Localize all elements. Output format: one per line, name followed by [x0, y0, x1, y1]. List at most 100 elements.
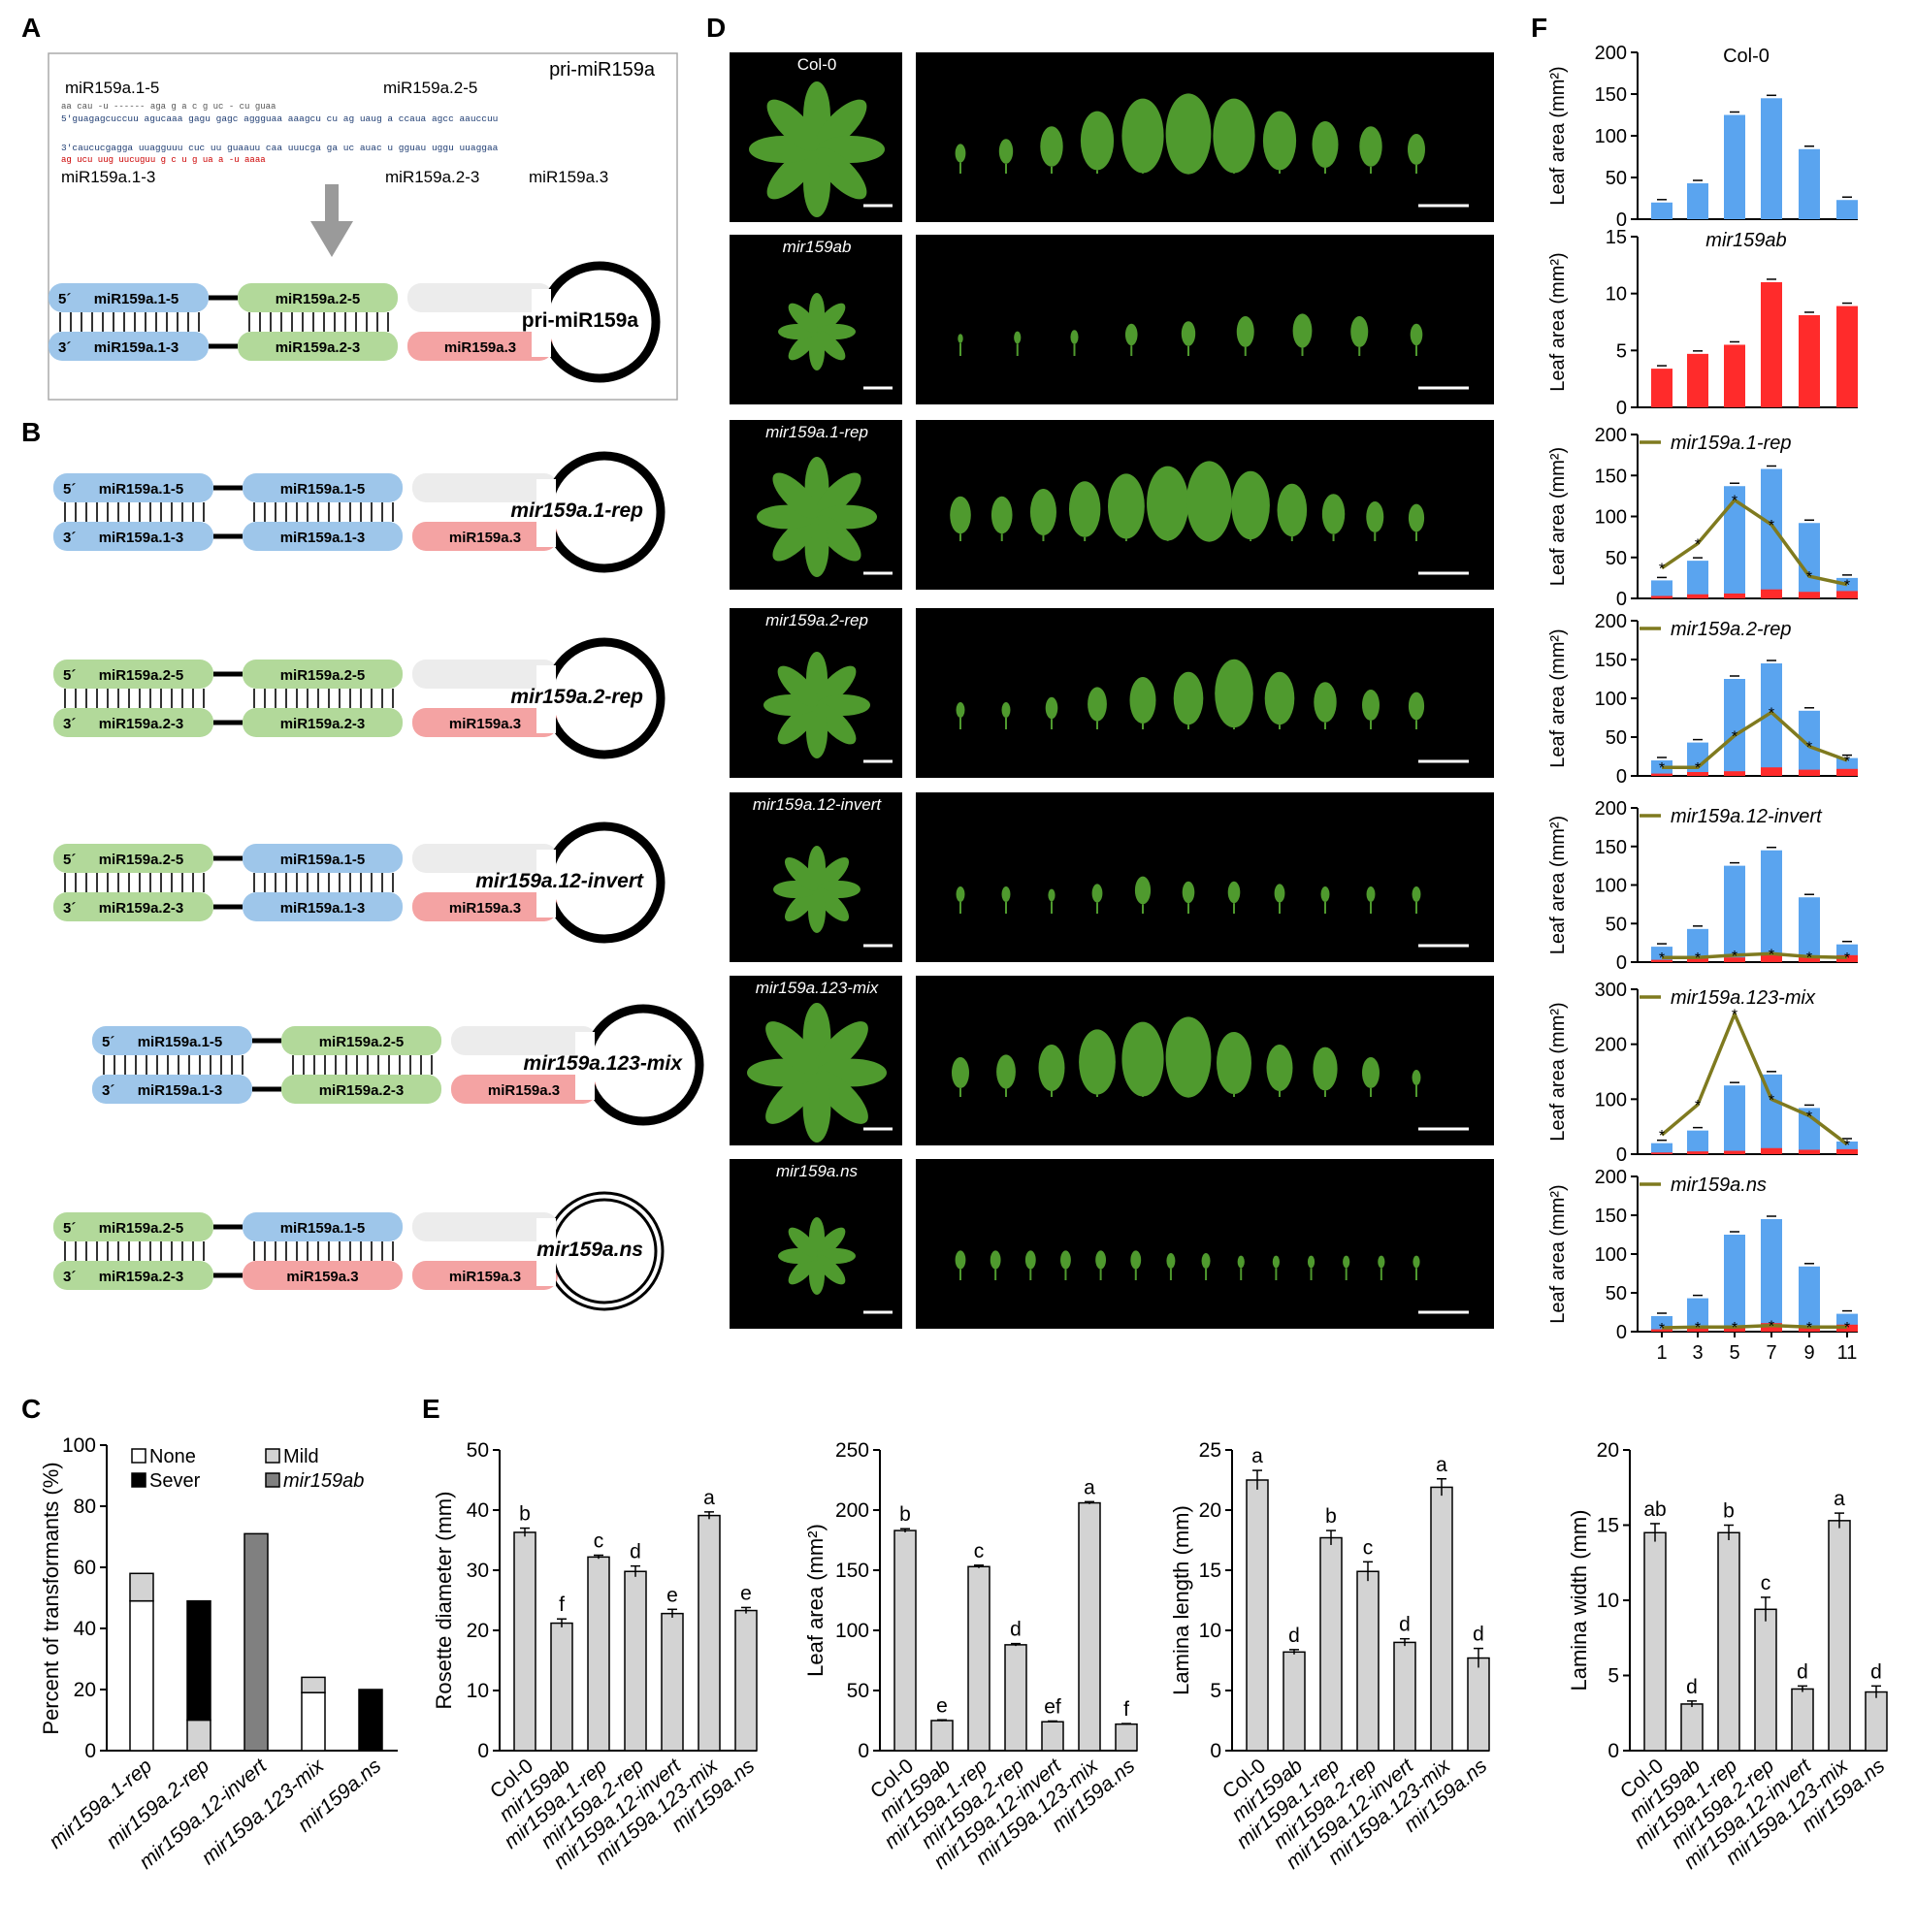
bar — [1687, 353, 1708, 407]
leaf — [1359, 126, 1382, 167]
significance-letter: d — [1288, 1625, 1300, 1647]
y-axis-label: Leaf area (mm²) — [1547, 628, 1569, 767]
legend-swatch — [265, 1448, 280, 1464]
bar — [1430, 1486, 1453, 1752]
y-tick-label: 5 — [1616, 340, 1627, 362]
seq-label: miR159a.2-5 — [383, 79, 477, 97]
bar — [1651, 1329, 1672, 1332]
y-axis-label: Leaf area (mm²) — [1547, 816, 1569, 954]
mirna-pill — [53, 1212, 213, 1241]
end-3: 3´ — [58, 339, 71, 356]
leaf — [1091, 884, 1103, 903]
leaf — [1045, 696, 1058, 720]
y-tick-label: 200 — [1595, 425, 1627, 446]
leaf — [1121, 98, 1164, 174]
end-3: 3´ — [63, 530, 76, 546]
hairpin-diagram: 5´ 3´ miR159a.2-5 miR159a.1-5 miR159a.2-3 miR… — [53, 821, 666, 944]
bar — [1724, 593, 1745, 598]
leaf — [1237, 1255, 1245, 1269]
leaf — [1130, 1250, 1142, 1270]
leaf — [1274, 884, 1285, 903]
bar — [1687, 928, 1708, 962]
y-tick-label: 200 — [835, 1499, 869, 1522]
mirna-pill — [412, 522, 558, 551]
y-tick-label: 0 — [858, 1740, 869, 1762]
panel-letter-d: D — [706, 13, 726, 43]
series-line — [1661, 1323, 1847, 1330]
bar — [186, 1719, 211, 1752]
significance-letter: d — [1010, 1619, 1022, 1641]
y-tick-label: 100 — [1595, 1089, 1627, 1111]
bar — [624, 1570, 647, 1752]
pill-label: miR159a.2-5 — [319, 1034, 405, 1050]
y-tick-label: 15 — [1606, 227, 1627, 248]
bar — [1761, 1074, 1782, 1154]
bar — [1799, 523, 1820, 598]
bar — [1651, 202, 1672, 219]
bar — [1717, 1531, 1740, 1752]
rosette-leaf — [788, 330, 819, 361]
sequence-line: 5'guagagcuccuu agucaaa gagu gagc aggguaa… — [61, 113, 498, 124]
legend-label: mir159a.ns — [1671, 1175, 1767, 1196]
leaf — [1412, 886, 1421, 902]
panel-letter-e: E — [422, 1394, 440, 1424]
y-tick-label: 50 — [467, 1439, 489, 1462]
y-tick-label: 0 — [84, 1740, 96, 1762]
line-marker: * — [1806, 1320, 1812, 1336]
line-marker: * — [1769, 1319, 1774, 1336]
bar — [1651, 1152, 1672, 1154]
bar — [1761, 767, 1782, 776]
leaf — [1413, 1255, 1420, 1269]
genotype-label: mir159a.123-mix — [756, 979, 879, 997]
leaf — [1312, 121, 1339, 168]
sequence-line: aa cau -u ------ aga g a c g uc - cu gua… — [61, 102, 276, 112]
rosette-leaf — [815, 99, 867, 151]
pill-label: miR159a.2-5 — [280, 667, 366, 684]
y-axis-label: Leaf area (mm²) — [1547, 252, 1569, 391]
y-tick-label: 80 — [74, 1496, 96, 1518]
y-tick-label: 0 — [1616, 952, 1627, 974]
legend-label: Sever — [149, 1470, 201, 1492]
leaf — [1079, 1029, 1116, 1095]
mirna-pill — [92, 1026, 252, 1055]
bar — [1687, 561, 1708, 598]
pill-label: miR159a.1-3 — [138, 1082, 223, 1099]
y-tick-label: 200 — [1595, 1167, 1627, 1188]
leaf — [1320, 886, 1330, 902]
pill-label: miR159a.2-3 — [276, 339, 361, 356]
construct-name: pri-miR159a — [522, 309, 639, 332]
construct-name: mir159a.2-rep — [510, 686, 643, 708]
sequence-line: ag ucu uug uucuguu g c u g ua a -u aaaa — [61, 155, 266, 165]
mirna-pill — [281, 1075, 441, 1104]
line-marker: * — [1659, 562, 1665, 578]
rosette-leaf — [815, 887, 850, 922]
pill-label: miR159a.1-3 — [94, 339, 179, 356]
rosette-leaf — [788, 1227, 819, 1258]
photo-row: mir159a.2-rep — [730, 608, 1494, 778]
significance-letter: b — [1325, 1505, 1337, 1528]
leaf — [1408, 134, 1425, 165]
leaf — [1201, 1253, 1211, 1269]
bar — [1865, 1690, 1888, 1752]
leaf — [1124, 323, 1138, 346]
significance-letter: d — [630, 1541, 641, 1563]
x-tick-label: 7 — [1766, 1342, 1776, 1364]
significance-letter: e — [740, 1582, 752, 1604]
mirna-pill — [243, 708, 403, 737]
bar — [734, 1609, 758, 1752]
pill-label: miR159a.2-3 — [280, 716, 366, 732]
line-marker: * — [1732, 494, 1737, 510]
bar — [1643, 1531, 1667, 1752]
leaf — [1129, 677, 1156, 724]
legend-label: mir159a.2-rep — [1671, 619, 1792, 640]
significance-letter: d — [1870, 1660, 1882, 1683]
mirna-pill — [243, 660, 403, 689]
panel-title: Col-0 — [1723, 46, 1770, 67]
y-tick-label: 20 — [1597, 1439, 1619, 1462]
mirna-pill — [53, 1261, 213, 1290]
loop-pill — [412, 1212, 558, 1241]
loop-gap — [536, 1218, 556, 1286]
mirna-pill — [53, 844, 213, 873]
panel-letter-c: C — [21, 1394, 41, 1424]
